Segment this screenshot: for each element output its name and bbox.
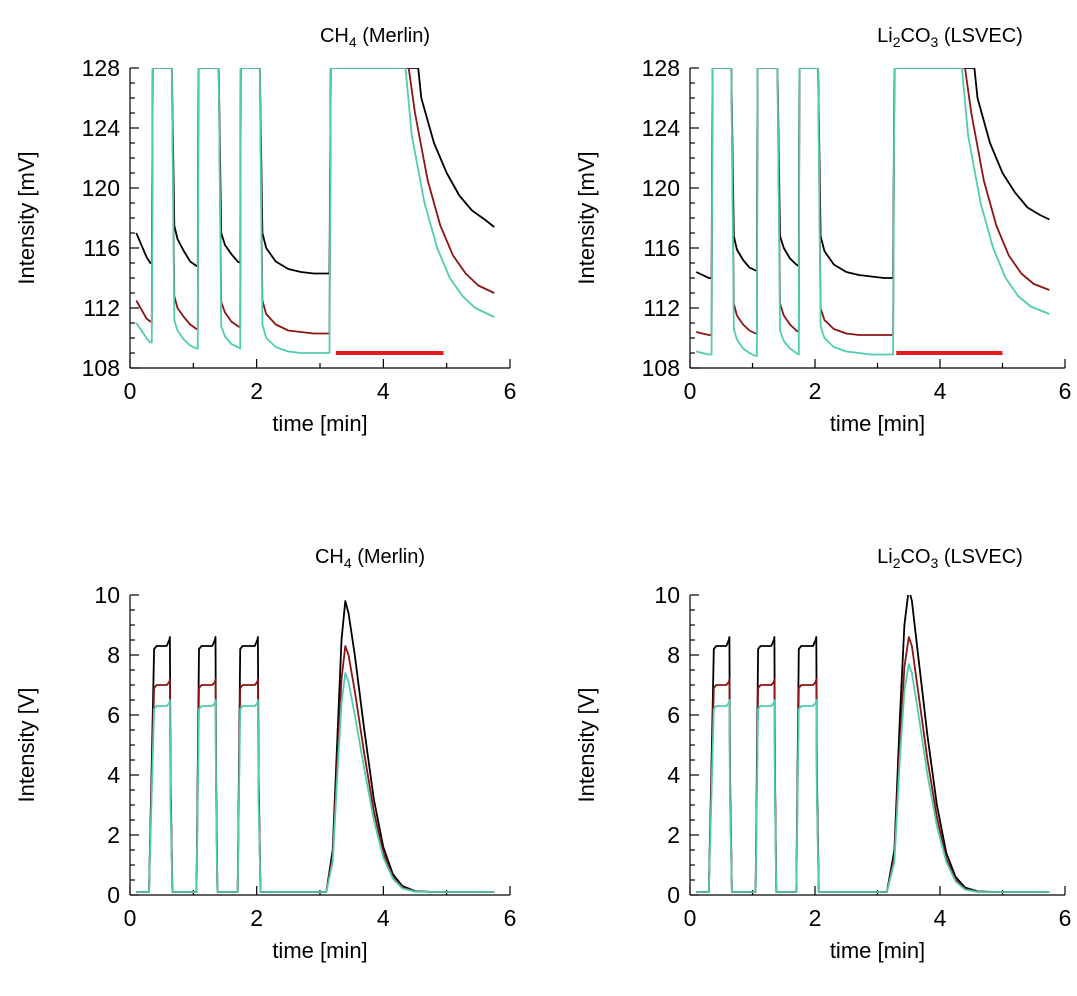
y-tick-label: 120 [642,175,680,201]
y-tick-label: 6 [667,702,680,728]
y-tick-label: 128 [642,55,680,81]
x-tick-label: 6 [1059,378,1072,404]
title-text: (Merlin) [352,546,425,568]
chart-title: Li2CO3 (LSVEC) [877,25,1023,50]
y-tick-label: 10 [94,582,120,608]
series-line-2 [136,645,495,893]
title-text: (LSVEC) [938,25,1022,47]
y-tick-label: 8 [107,642,120,668]
y-tick-label: 124 [82,115,121,141]
x-tick-label: 4 [934,378,947,404]
title-subscript: 3 [931,34,939,50]
x-axis-label: time [min] [830,938,925,963]
y-axis-label: Intensity [V] [14,688,39,803]
x-tick-label: 2 [250,378,263,404]
series-line-3 [696,663,1050,893]
title-subscript: 4 [344,555,352,571]
title-text: CO [901,546,931,568]
x-tick-label: 0 [124,378,137,404]
x-tick-label: 6 [504,905,517,931]
x-tick-label: 2 [809,905,822,931]
chart-title: CH4 (Merlin) [320,25,430,50]
series-line-2 [696,636,1050,893]
y-tick-label: 2 [667,822,680,848]
series-line-3 [135,68,495,354]
x-tick-label: 4 [377,905,390,931]
y-tick-label: 2 [107,822,120,848]
title-text: (Merlin) [357,25,430,47]
y-tick-label: 120 [82,175,120,201]
y-tick-label: 112 [643,295,680,321]
series-group [136,600,495,893]
title-text: CO [901,25,931,47]
series-group [135,68,495,354]
series-line-3 [696,68,1050,357]
chart-panel-2: 108 112 116 120 124 128 0 2 4 6 time [min] Intensit… [574,25,1071,436]
y-tick-label: 0 [107,882,120,908]
title-text: Li [877,546,893,568]
y-axis-label: Intensity [mV] [14,151,39,284]
series-group [695,68,1050,357]
title-subscript: 2 [893,555,901,571]
y-axis-label: Intensity [mV] [574,151,599,284]
chart-title: Li2CO3 (LSVEC) [877,546,1023,571]
x-tick-label: 2 [809,378,822,404]
x-tick-label: 4 [934,905,947,931]
y-axis-label: Intensity [V] [574,688,599,803]
y-tick-label: 128 [82,55,120,81]
chart-title: CH4 (Merlin) [315,546,425,571]
x-tick-label: 2 [250,905,263,931]
title-subscript: 3 [931,555,939,571]
y-tick-label: 8 [667,642,680,668]
series-line-3 [136,672,495,893]
y-tick-label: 108 [642,355,680,381]
y-tick-label: 4 [667,762,680,788]
title-text: CH [315,546,344,568]
title-subscript: 2 [893,34,901,50]
x-tick-label: 0 [684,378,697,404]
series-line-1 [696,595,1050,893]
y-tick-label: 4 [107,762,120,788]
series-line-1 [135,68,495,275]
title-text: (LSVEC) [938,546,1022,568]
series-line-2 [135,68,495,335]
x-tick-label: 0 [684,905,697,931]
title-text: Li [877,25,893,47]
series-line-1 [695,68,1050,279]
title-text: CH [320,25,349,47]
chart-panel-1: 108 112 116 120 124 128 0 2 4 6 time [min] Intensit… [14,25,516,436]
x-axis-label: time [min] [272,938,367,963]
series-line-2 [696,68,1050,336]
x-tick-label: 4 [377,378,390,404]
y-tick-label: 124 [642,115,681,141]
series-line-1 [136,600,495,893]
y-tick-label: 112 [83,295,120,321]
series-group [696,595,1050,893]
x-tick-label: 0 [124,905,137,931]
y-tick-label: 10 [654,582,680,608]
x-axis-label: time [min] [830,411,925,436]
x-tick-label: 6 [504,378,517,404]
y-tick-label: 6 [107,702,120,728]
y-tick-label: 0 [667,882,680,908]
x-axis-label: time [min] [272,411,367,436]
y-tick-label: 108 [82,355,120,381]
title-subscript: 4 [349,34,357,50]
x-tick-label: 6 [1059,905,1072,931]
y-tick-label: 116 [83,235,120,261]
y-tick-label: 116 [643,235,680,261]
